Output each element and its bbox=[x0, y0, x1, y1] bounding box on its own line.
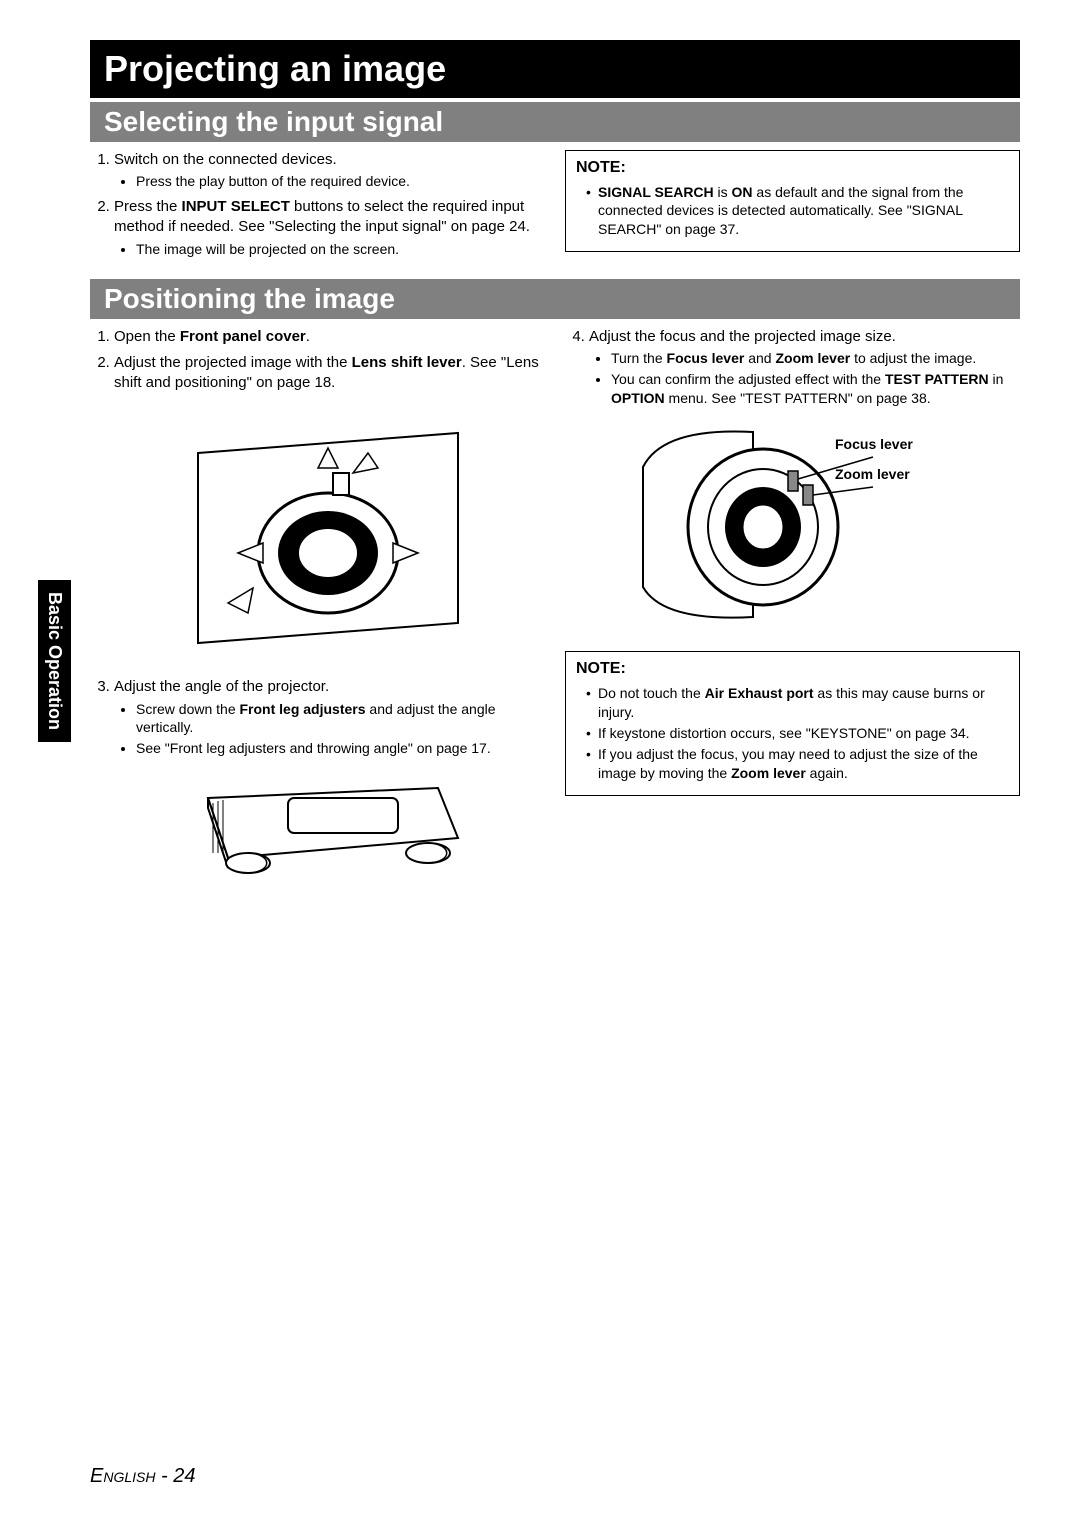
step-text: Press the bbox=[114, 198, 182, 215]
step-text: Open the bbox=[114, 328, 180, 345]
footer-page-number: 24 bbox=[173, 1465, 195, 1487]
text: Screw down the bbox=[136, 701, 240, 717]
bold-text: Front panel cover bbox=[180, 328, 306, 345]
step-text: . bbox=[306, 328, 310, 345]
list-item: Adjust the focus and the projected image… bbox=[589, 327, 1020, 408]
bold-text: Focus lever bbox=[667, 350, 745, 366]
page-title: Projecting an image bbox=[90, 40, 1020, 98]
text: Do not touch the bbox=[598, 685, 705, 701]
note-title: NOTE: bbox=[576, 658, 1009, 680]
list-item: Adjust the projected image with the Lens… bbox=[114, 353, 545, 394]
bold-text: ON bbox=[732, 184, 753, 200]
bold-text: Air Exhaust port bbox=[705, 685, 814, 701]
sub-item: Press the play button of the required de… bbox=[136, 172, 545, 191]
col-right: Adjust the focus and the projected image… bbox=[565, 327, 1020, 903]
text: again. bbox=[806, 765, 848, 781]
sub-item: Turn the Focus lever and Zoom lever to a… bbox=[611, 349, 1020, 368]
note-item: Do not touch the Air Exhaust port as thi… bbox=[586, 684, 1009, 722]
text: Turn the bbox=[611, 350, 667, 366]
note-title: NOTE: bbox=[576, 157, 1009, 179]
bold-text: Front leg adjusters bbox=[240, 701, 366, 717]
figure-label-zoom: Zoom lever bbox=[835, 465, 910, 484]
step-text: Adjust the projected image with the bbox=[114, 354, 352, 371]
section-input-body: Switch on the connected devices. Press t… bbox=[90, 150, 1020, 265]
manual-page: Projecting an image Selecting the input … bbox=[0, 0, 1080, 1528]
sub-item: The image will be projected on the scree… bbox=[136, 240, 545, 259]
note-item: SIGNAL SEARCH is ON as default and the s… bbox=[586, 183, 1009, 240]
figure-leg-adjuster bbox=[110, 768, 545, 888]
section-position-body: Open the Front panel cover. Adjust the p… bbox=[90, 327, 1020, 903]
step-text: Adjust the angle of the projector. bbox=[114, 678, 329, 695]
bold-text: TEST PATTERN bbox=[885, 371, 989, 387]
bold-text: OPTION bbox=[611, 390, 665, 406]
text: menu. See "TEST PATTERN" on page 38. bbox=[665, 390, 931, 406]
note-box: NOTE: SIGNAL SEARCH is ON as default and… bbox=[565, 150, 1020, 252]
page-footer: English - 24 bbox=[90, 1465, 196, 1488]
sub-item: Screw down the Front leg adjusters and a… bbox=[136, 700, 545, 738]
list-item: Adjust the angle of the projector. Screw… bbox=[114, 677, 545, 758]
bold-text: INPUT SELECT bbox=[182, 198, 290, 215]
sub-item: See "Front leg adjusters and throwing an… bbox=[136, 739, 545, 758]
note-box: NOTE: Do not touch the Air Exhaust port … bbox=[565, 651, 1020, 795]
figure-focus-zoom: Focus lever Zoom lever bbox=[585, 417, 1020, 637]
figure-lens-shift bbox=[110, 403, 545, 663]
bold-text: Zoom lever bbox=[731, 765, 806, 781]
list-item: Switch on the connected devices. Press t… bbox=[114, 150, 545, 191]
note-item: If you adjust the focus, you may need to… bbox=[586, 745, 1009, 783]
section-heading-input: Selecting the input signal bbox=[90, 102, 1020, 142]
text: to adjust the image. bbox=[850, 350, 976, 366]
bold-text: Zoom lever bbox=[775, 350, 850, 366]
sub-item: You can confirm the adjusted effect with… bbox=[611, 370, 1020, 408]
text: is bbox=[714, 184, 732, 200]
text: You can confirm the adjusted effect with… bbox=[611, 371, 885, 387]
figure-label-focus: Focus lever bbox=[835, 435, 913, 454]
step-text: Adjust the focus and the projected image… bbox=[589, 328, 896, 345]
list-item: Open the Front panel cover. bbox=[114, 327, 545, 347]
list-item: Press the INPUT SELECT buttons to select… bbox=[114, 197, 545, 258]
bold-text: Lens shift lever bbox=[352, 354, 462, 371]
text: and bbox=[744, 350, 775, 366]
side-tab-basic-operation: Basic Operation bbox=[38, 580, 71, 742]
col-right: NOTE: SIGNAL SEARCH is ON as default and… bbox=[565, 150, 1020, 265]
text: in bbox=[989, 371, 1004, 387]
col-left: Switch on the connected devices. Press t… bbox=[90, 150, 545, 265]
section-heading-position: Positioning the image bbox=[90, 279, 1020, 319]
footer-language: English bbox=[90, 1465, 155, 1487]
col-left: Open the Front panel cover. Adjust the p… bbox=[90, 327, 545, 903]
step-text: Switch on the connected devices. bbox=[114, 151, 337, 168]
note-item: If keystone distortion occurs, see "KEYS… bbox=[586, 724, 1009, 743]
bold-text: SIGNAL SEARCH bbox=[598, 184, 714, 200]
